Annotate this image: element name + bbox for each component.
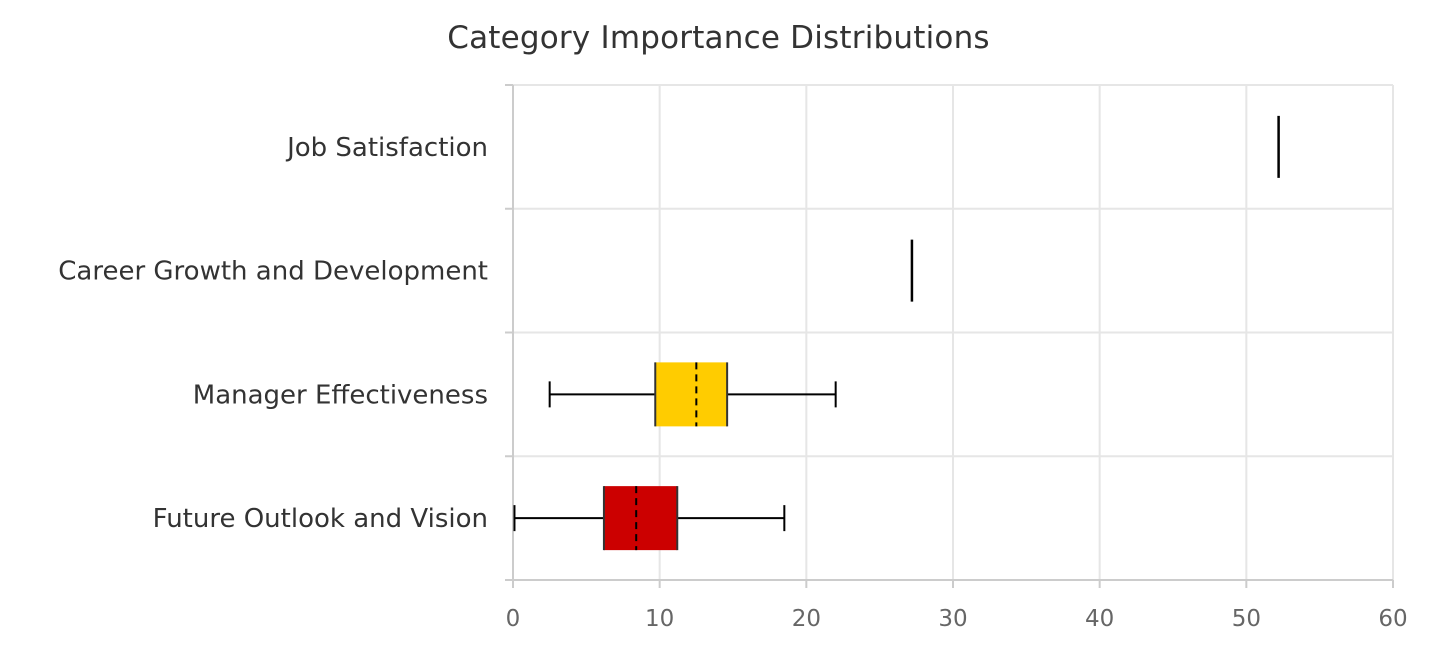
category-label: Career Growth and Development <box>58 257 488 287</box>
box-manager-effectiveness <box>548 362 837 427</box>
category-label: Job Satisfaction <box>285 133 488 163</box>
box-future-outlook-and-vision <box>513 486 786 551</box>
category-label: Manager Effectiveness <box>193 380 488 410</box>
iqr-box <box>603 486 678 551</box>
x-tick-label: 40 <box>1085 606 1114 632</box>
x-tick-label: 50 <box>1232 606 1261 632</box>
x-tick-label: 20 <box>792 606 821 632</box>
x-tick-label: 60 <box>1378 606 1407 632</box>
x-tick-label: 30 <box>938 606 967 632</box>
category-labels: Job Satisfaction Career Growth and Develo… <box>58 133 488 534</box>
chart-title: Category Importance Distributions <box>447 20 990 56</box>
iqr-box <box>655 362 728 427</box>
category-label: Future Outlook and Vision <box>153 504 488 534</box>
x-tick-label: 10 <box>645 606 674 632</box>
grid-lines <box>513 84 1394 580</box>
x-tick-label: 0 <box>506 606 521 632</box>
axes <box>505 84 1394 588</box>
x-tick-labels: 0 10 20 30 40 50 60 <box>506 606 1408 632</box>
box-series <box>513 115 1280 551</box>
